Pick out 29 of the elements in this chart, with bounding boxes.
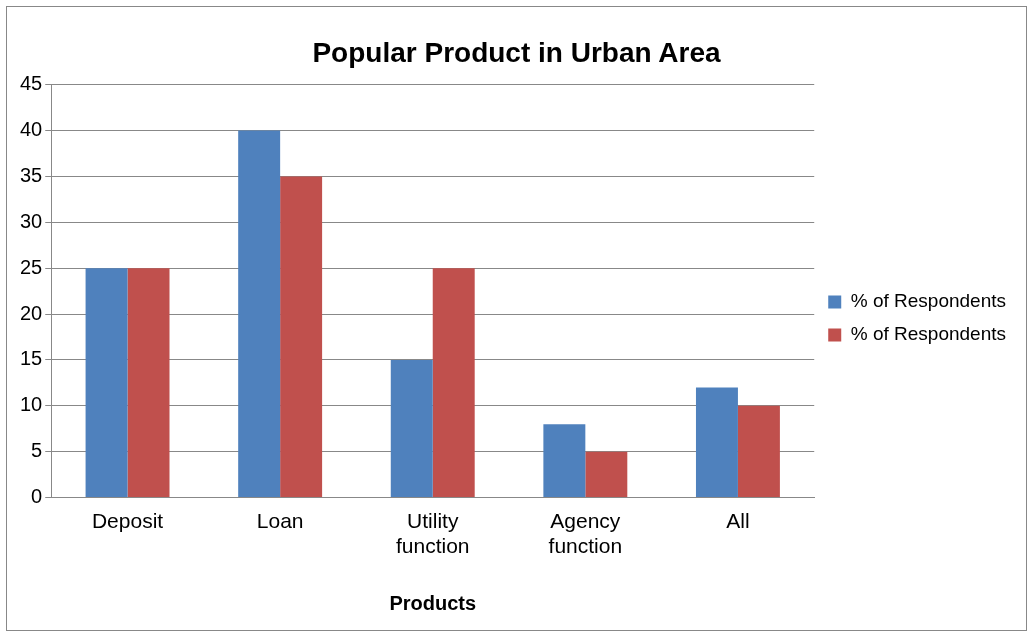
bar: [543, 424, 586, 498]
y-tick-label: 35: [20, 163, 43, 186]
bar: [238, 130, 281, 498]
bar: [127, 268, 170, 498]
bar: [280, 176, 323, 498]
bar: [85, 268, 128, 498]
y-tick-label: 20: [20, 301, 43, 324]
x-tick-label: Utility function: [395, 509, 470, 558]
x-tick-label: Loan: [256, 509, 304, 532]
y-tick-label: 5: [31, 439, 43, 462]
y-tick-label: 0: [31, 485, 43, 508]
legend-label: % of Respondents: [850, 323, 1006, 345]
y-tick-label: 40: [20, 118, 43, 140]
y-tick-label: 30: [20, 209, 43, 232]
y-tick-label: 15: [20, 347, 43, 370]
bar: [737, 405, 780, 498]
y-tick-label: 10: [20, 393, 43, 416]
y-tick-label: 25: [20, 255, 43, 278]
chart-title: Popular Product in Urban Area: [312, 36, 721, 68]
bar: [432, 268, 475, 498]
x-tick-label: Deposit: [91, 509, 164, 532]
x-axis-title: Products: [389, 591, 477, 614]
bar: [585, 451, 628, 498]
y-tick-label: 45: [20, 72, 43, 95]
x-tick-label: All: [726, 509, 750, 532]
legend-label: % of Respondents: [850, 290, 1006, 312]
bar: [695, 387, 738, 498]
bar: [390, 359, 433, 498]
x-tick-label: Agency function: [548, 509, 623, 558]
